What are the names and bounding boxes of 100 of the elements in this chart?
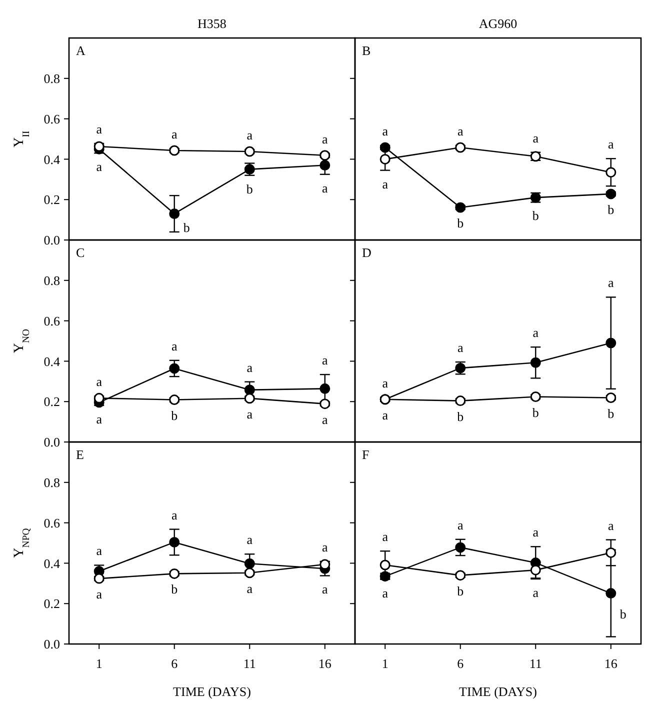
point [606,188,616,200]
x-tick-label: 16 [604,656,618,671]
x-tick-label: 6 [457,656,464,671]
annotation: A [76,43,86,58]
annotation: a [382,585,388,600]
point [169,394,180,406]
chart-title: H358 [198,16,226,31]
annotation: a [96,411,102,426]
annotation: a [246,532,253,548]
annotation: b [457,583,464,598]
annotation: b [532,404,539,420]
point [455,570,466,581]
annotation: a [457,123,464,138]
annotation: E [76,447,84,462]
annotation: b [171,408,178,423]
x-tick-label: 11 [529,656,542,671]
point [244,146,255,157]
y-tick-label: 0.8 [44,70,60,86]
x-tick-label: 6 [171,656,178,671]
annotation: a [532,325,539,340]
annotation: a [96,543,102,558]
annotation: a [532,524,539,540]
point [380,560,390,570]
y-tick-label: 0.6 [44,515,60,530]
annotation: a [457,340,464,356]
annotation: a [322,131,328,146]
annotation: b [457,216,464,230]
y-tick-label: 0.2 [44,192,60,208]
annotation: F [362,447,370,462]
annotation: a [96,121,102,136]
point [244,568,255,578]
chart-title: AG960 [478,16,518,31]
annotation: a [382,375,388,390]
annotation: a [322,582,328,597]
y-tick-label: 0.4 [44,354,60,369]
annotation: a [608,136,614,152]
annotation: b [457,408,464,424]
annotation: a [382,529,388,544]
annotation: a [171,507,178,522]
point [244,393,255,404]
annotation: b [608,406,614,421]
point [244,558,255,569]
annotation: a [532,584,539,600]
x-axis-title: TIME (DAYS) [173,684,251,699]
x-tick-label: 1 [382,656,388,671]
point [606,167,616,178]
annotation: a [96,159,102,174]
annotation: a [457,517,464,532]
y-tick-label: 0.6 [44,111,60,126]
point [320,150,330,161]
annotation: a [246,360,253,375]
point [606,392,616,404]
annotation: b [620,606,626,622]
annotation: C [76,245,85,260]
y-tick-label: 0.4 [44,556,60,571]
y-tick-label: 0.8 [44,474,60,490]
y-tick-label: 0.4 [44,152,60,167]
annotation: a [246,580,253,596]
point [169,145,180,156]
y-tick-label: 0.8 [44,272,60,288]
annotation: a [608,518,614,533]
annotation: a [246,406,253,422]
annotation: a [382,407,388,422]
point [455,142,466,153]
y-tick-label: 0.2 [44,596,60,612]
annotation: a [322,180,328,196]
point [169,568,180,579]
annotation: a [382,123,388,138]
point [244,384,255,396]
point [530,392,541,402]
y-tick-label: 0.0 [44,434,60,450]
x-tick-label: 1 [96,656,102,671]
point [530,357,541,368]
y-tick-label: 0.2 [44,394,60,410]
annotation: a [322,539,328,554]
annotation: D [362,245,372,260]
annotation: a [322,352,328,368]
point [455,396,466,406]
annotation: B [362,43,371,58]
point [606,588,616,599]
point [320,383,330,394]
annotation: a [382,176,388,192]
x-tick-label: 16 [318,656,332,671]
annotation: a [96,374,102,390]
point [169,536,180,548]
point [455,202,466,213]
x-axis-title: TIME (DAYS) [459,684,537,699]
point [606,547,616,558]
y-tick-label: 0.0 [44,636,60,652]
point [530,564,541,576]
point [320,398,330,410]
y-tick-label: 0.6 [44,313,60,328]
point [169,208,180,219]
annotation: a [322,412,328,427]
annotation: a [608,275,614,290]
annotation: a [171,126,178,142]
annotation: a [246,128,253,143]
annotation: b [532,208,539,224]
annotation: b [183,220,190,235]
point [320,160,330,171]
